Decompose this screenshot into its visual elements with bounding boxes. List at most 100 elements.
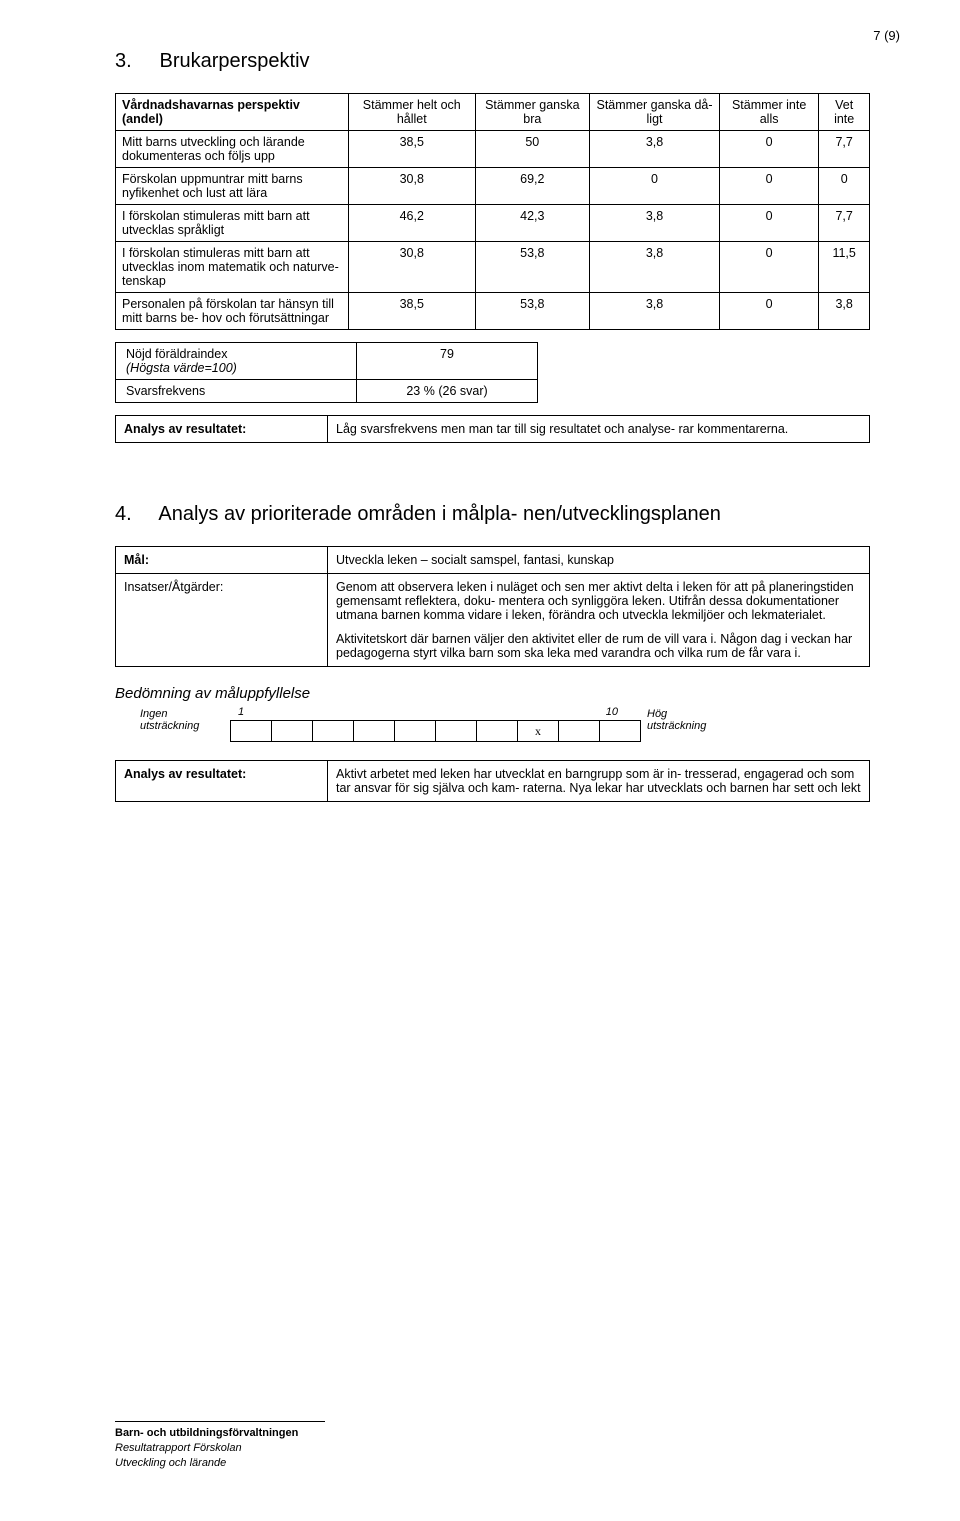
analysis-row: Analys av resultatet: Låg svarsfrekvens … xyxy=(116,416,870,443)
summary-label-sub: (Högsta värde=100) xyxy=(126,361,237,375)
footer-line3: Utveckling och lärande xyxy=(115,1457,226,1469)
analysis-label: Analys av resultatet: xyxy=(116,416,328,443)
footer-rule xyxy=(115,1421,325,1422)
cell: 30,8 xyxy=(349,242,476,293)
scale-boxes: x xyxy=(230,720,641,742)
analysis-row: Analys av resultatet: Aktivt arbetet med… xyxy=(116,761,870,802)
section4-heading: 4. Analys av prioriterade områden i målp… xyxy=(115,503,870,526)
cell: 0 xyxy=(719,293,818,330)
scale-low: 1 xyxy=(238,706,244,718)
col-header-0: Stämmer helt och hållet xyxy=(349,94,476,131)
cell: 69,2 xyxy=(475,168,590,205)
summary-table: Nöjd föräldraindex (Högsta värde=100) 79… xyxy=(115,342,538,403)
cell: 0 xyxy=(819,168,870,205)
page-number: 7 (9) xyxy=(873,28,900,43)
scale-box xyxy=(313,721,354,742)
actions-text: Genom att observera leken i nuläget och … xyxy=(328,574,870,667)
row-label: Förskolan uppmuntrar mitt barns nyfikenh… xyxy=(116,168,349,205)
rating-scale: 1 10 x xyxy=(230,706,641,742)
summary-value: 23 % (26 svar) xyxy=(357,380,538,403)
scale-high: 10 xyxy=(606,706,618,718)
scale-box: x xyxy=(518,721,559,742)
summary-value: 79 xyxy=(357,343,538,380)
analysis-text: Låg svarsfrekvens men man tar till sig r… xyxy=(328,416,870,443)
actions-p1: Genom att observera leken i nuläget och … xyxy=(336,580,861,622)
cell: 46,2 xyxy=(349,205,476,242)
cell: 50 xyxy=(475,131,590,168)
analysis-label: Analys av resultatet: xyxy=(116,761,328,802)
scale-box xyxy=(600,721,641,742)
table-row: I förskolan stimuleras mitt barn att utv… xyxy=(116,242,870,293)
table-header-row: Vårdnadshavarnas perspektiv (andel) Stäm… xyxy=(116,94,870,131)
cell: 30,8 xyxy=(349,168,476,205)
table-row: Mitt barns utveckling och lärande dokume… xyxy=(116,131,870,168)
footer-line2: Resultatrapport Förskolan xyxy=(115,1442,242,1454)
rating-scale-row: Ingen utsträckning 1 10 x Hög utsträckni… xyxy=(140,706,870,742)
col-header-2: Stämmer ganska då- ligt xyxy=(590,94,720,131)
scale-box xyxy=(231,721,272,742)
goal-table: Mål: Utveckla leken – socialt samspel, f… xyxy=(115,546,870,667)
section3-heading: 3. Brukarperspektiv xyxy=(115,50,870,73)
cell: 0 xyxy=(719,205,818,242)
row-label: Personalen på förskolan tar hänsyn till … xyxy=(116,293,349,330)
page-footer: Barn- och utbildningsförvaltningen Resul… xyxy=(115,1421,325,1471)
row-label: I förskolan stimuleras mitt barn att utv… xyxy=(116,242,349,293)
rating-heading: Bedömning av måluppfyllelse xyxy=(115,685,870,702)
cell: 38,5 xyxy=(349,293,476,330)
cell: 3,8 xyxy=(590,205,720,242)
scale-box xyxy=(436,721,477,742)
col-header-1: Stämmer ganska bra xyxy=(475,94,590,131)
rating-left-top: Ingen xyxy=(140,708,168,720)
scale-box xyxy=(395,721,436,742)
summary-row: Nöjd föräldraindex (Högsta värde=100) 79 xyxy=(116,343,538,380)
section3-number: 3. xyxy=(115,50,132,72)
summary-label: Nöjd föräldraindex (Högsta värde=100) xyxy=(116,343,357,380)
goal-row: Mål: Utveckla leken – socialt samspel, f… xyxy=(116,547,870,574)
rating-right-label: Hög utsträckning xyxy=(641,706,737,732)
cell: 0 xyxy=(719,168,818,205)
cell: 53,8 xyxy=(475,293,590,330)
table-row: Förskolan uppmuntrar mitt barns nyfikenh… xyxy=(116,168,870,205)
cell: 38,5 xyxy=(349,131,476,168)
section3-title: Brukarperspektiv xyxy=(159,50,309,72)
scale-box xyxy=(477,721,518,742)
cell: 42,3 xyxy=(475,205,590,242)
row-label: Mitt barns utveckling och lärande dokume… xyxy=(116,131,349,168)
summary-row: Svarsfrekvens 23 % (26 svar) xyxy=(116,380,538,403)
scale-box xyxy=(559,721,600,742)
cell: 7,7 xyxy=(819,131,870,168)
table-row: I förskolan stimuleras mitt barn att utv… xyxy=(116,205,870,242)
summary-label: Svarsfrekvens xyxy=(116,380,357,403)
section4-title: Analys av prioriterade områden i målpla-… xyxy=(158,503,721,525)
header-perspective: Vårdnadshavarnas perspektiv (andel) xyxy=(116,94,349,131)
summary-label-top: Nöjd föräldraindex xyxy=(126,347,227,361)
cell: 7,7 xyxy=(819,205,870,242)
goal-label: Mål: xyxy=(116,547,328,574)
rating-right-top: Hög xyxy=(647,708,667,720)
col-header-4: Vet inte xyxy=(819,94,870,131)
scale-labels: 1 10 xyxy=(230,706,626,720)
rating-left-label: Ingen utsträckning xyxy=(140,706,230,732)
cell: 3,8 xyxy=(819,293,870,330)
rating-left-bottom: utsträckning xyxy=(140,720,199,732)
cell: 3,8 xyxy=(590,293,720,330)
row-label: I förskolan stimuleras mitt barn att utv… xyxy=(116,205,349,242)
cell: 0 xyxy=(719,242,818,293)
survey-table: Vårdnadshavarnas perspektiv (andel) Stäm… xyxy=(115,93,870,330)
col-header-3: Stämmer inte alls xyxy=(719,94,818,131)
cell: 0 xyxy=(590,168,720,205)
cell: 0 xyxy=(719,131,818,168)
footer-line1: Barn- och utbildningsförvaltningen xyxy=(115,1427,298,1439)
analysis-table-4: Analys av resultatet: Aktivt arbetet med… xyxy=(115,760,870,802)
cell: 3,8 xyxy=(590,131,720,168)
scale-box xyxy=(272,721,313,742)
analysis-text: Aktivt arbetet med leken har utvecklat e… xyxy=(328,761,870,802)
scale-box xyxy=(354,721,395,742)
cell: 53,8 xyxy=(475,242,590,293)
cell: 11,5 xyxy=(819,242,870,293)
cell: 3,8 xyxy=(590,242,720,293)
actions-row: Insatser/Åtgärder: Genom att observera l… xyxy=(116,574,870,667)
analysis-table: Analys av resultatet: Låg svarsfrekvens … xyxy=(115,415,870,443)
rating-right-bottom: utsträckning xyxy=(647,720,706,732)
section4-number: 4. xyxy=(115,503,132,525)
